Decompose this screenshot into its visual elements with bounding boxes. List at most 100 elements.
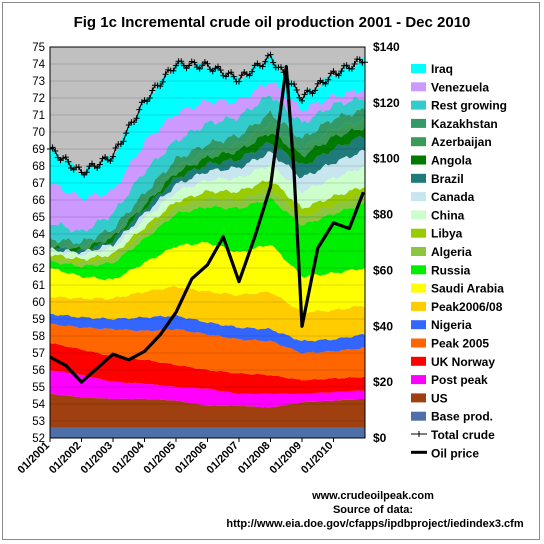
total-crude-marker: [257, 62, 263, 69]
area-china: [50, 164, 365, 261]
area-base-prod-: [50, 427, 365, 438]
legend-swatch: [411, 155, 426, 165]
legend-label: Brazil: [431, 172, 464, 186]
total-crude-marker: [215, 63, 221, 70]
left-tick-label: 56: [32, 365, 45, 377]
total-crude-marker: [162, 71, 169, 78]
total-crude-marker: [270, 59, 277, 66]
total-crude-marker: [178, 58, 185, 65]
total-crude-marker: [170, 67, 177, 74]
x-tick-label: 01/2007: [205, 440, 242, 477]
total-crude-marker: [120, 138, 127, 145]
area-canada: [50, 149, 365, 256]
total-crude-marker: [49, 144, 56, 151]
left-tick-label: 73: [32, 76, 45, 88]
left-tick-label: 59: [32, 314, 45, 326]
total-crude-marker: [299, 97, 305, 104]
legend-label: UK Norway: [431, 355, 495, 369]
total-crude-marker: [102, 153, 109, 160]
left-tick-label: 62: [32, 263, 45, 275]
legend-swatch: [411, 100, 426, 110]
total-crude-marker: [348, 65, 355, 72]
legend: Iraq Venezuela Rest growing Kazakhstan Azerb…: [411, 62, 507, 460]
area-uk-norway: [50, 343, 365, 395]
legend-swatch: [411, 301, 426, 311]
total-crude-marker: [278, 64, 284, 71]
legend-swatch: [411, 320, 426, 330]
total-crude-marker: [183, 65, 190, 72]
total-crude-marker: [173, 62, 179, 69]
total-crude-marker: [188, 58, 195, 65]
right-tick-label: $60: [373, 263, 393, 277]
total-crude-marker: [312, 87, 319, 94]
total-crude-marker: [225, 70, 232, 77]
source-note: www.crudeoilpeak.com Source of data: htt…: [226, 490, 523, 530]
left-tick-label: 53: [32, 416, 45, 428]
source-line-2: Source of data:: [333, 504, 413, 516]
area-post-peak: [50, 369, 365, 408]
legend-swatch: [411, 137, 426, 147]
legend-swatch: [411, 64, 426, 73]
legend-label: Venezuela: [431, 80, 489, 94]
total-crude-marker: [86, 163, 93, 170]
total-crude-marker: [60, 155, 67, 162]
total-crude-marker: [309, 90, 316, 97]
total-crude-marker: [146, 95, 153, 102]
total-crude-marker: [343, 62, 350, 69]
area-venezuela: [50, 82, 365, 233]
gridlines: [50, 46, 365, 439]
total-crude-marker: [191, 59, 198, 66]
x-tick-label: 01/2002: [47, 440, 84, 477]
left-tick-label: 55: [32, 382, 45, 394]
total-crude-marker: [75, 164, 82, 171]
total-crude-marker: [359, 59, 366, 66]
left-tick-label: 61: [32, 280, 45, 292]
total-crude-marker: [217, 67, 224, 74]
total-crude-marker: [125, 121, 132, 128]
source-line-1: www.crudeoilpeak.com: [311, 490, 434, 502]
left-tick-label: 71: [32, 110, 45, 122]
right-tick-label: $40: [373, 319, 393, 333]
total-crude-marker: [141, 97, 148, 104]
area-peak2006-08: [50, 286, 365, 342]
total-crude-marker: [259, 63, 266, 70]
total-crude-marker: [301, 91, 308, 98]
total-crude-marker: [236, 78, 242, 85]
total-crude-marker: [196, 65, 203, 72]
total-crude-marker: [267, 51, 274, 58]
legend-swatch: [411, 118, 426, 128]
right-tick-label: $20: [373, 375, 393, 389]
total-crude-marker: [243, 71, 250, 78]
total-crude-marker: [356, 56, 363, 63]
x-tick-label: 01/2005: [142, 440, 179, 477]
total-crude-marker: [94, 164, 101, 171]
total-crude-marker: [333, 71, 340, 78]
total-crude-marker: [338, 68, 345, 75]
legend-label: Peak2006/08: [431, 300, 503, 314]
total-crude-marker: [351, 60, 358, 67]
legend-swatch: [416, 431, 422, 437]
left-tick-label: 54: [32, 399, 45, 411]
total-crude-marker: [204, 60, 211, 67]
legend-swatch: [411, 411, 426, 421]
x-tick-label: 01/2009: [268, 440, 305, 477]
right-tick-label: $120: [373, 96, 400, 110]
legend-label: US: [431, 391, 448, 405]
total-crude-marker: [96, 161, 103, 168]
legend-label: Kazakhstan: [431, 117, 498, 131]
left-tick-label: 63: [32, 246, 45, 258]
left-tick-label: 52: [32, 433, 45, 445]
total-crude-marker: [304, 87, 311, 94]
legend-swatch: [411, 356, 426, 366]
legend-label: Total crude: [431, 428, 495, 442]
area-saudi-arabia: [50, 241, 365, 314]
source-line-3: http://www.eia.doe.gov/cfapps/ipdbprojec…: [226, 518, 523, 530]
total-crude-marker: [110, 153, 116, 160]
stacked-areas: [50, 56, 365, 438]
total-crude-marker: [52, 148, 59, 155]
total-crude-marker: [228, 69, 235, 76]
legend-label: Canada: [431, 190, 475, 204]
legend-label: China: [431, 208, 465, 222]
legend-label: Algeria: [431, 245, 472, 259]
